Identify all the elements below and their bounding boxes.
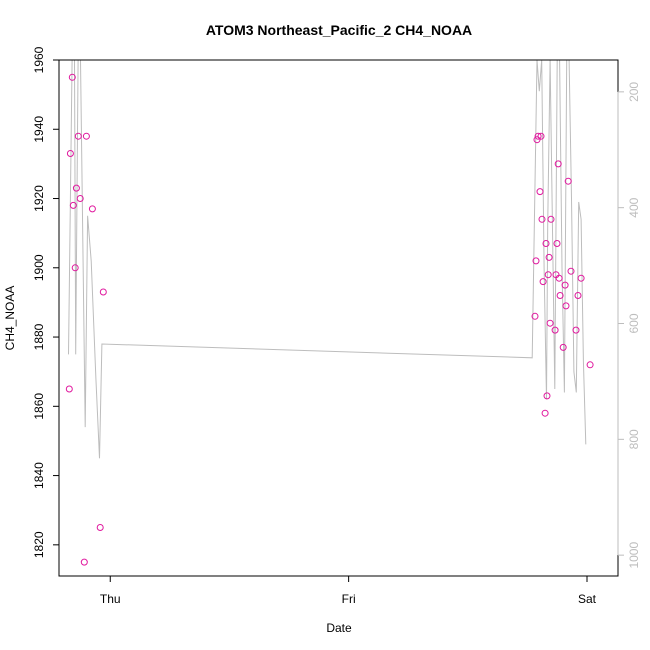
data-point [66, 150, 74, 157]
x-tick-label: Fri [342, 592, 356, 606]
data-point [546, 319, 554, 327]
data-point [532, 257, 540, 265]
altitude-line-layer [68, 60, 587, 459]
data-point [88, 205, 96, 213]
y-tick-label: 1880 [32, 323, 46, 350]
data-point [561, 281, 569, 289]
x-axis-label: Date [326, 621, 352, 635]
data-point [574, 292, 582, 299]
data-point [545, 253, 553, 261]
y2-tick-label: 600 [627, 313, 641, 333]
data-point [539, 278, 547, 286]
data-point [82, 132, 90, 140]
data-point [531, 312, 539, 320]
data-point [537, 132, 545, 140]
data-point [68, 73, 76, 81]
data-point [555, 274, 563, 282]
data-point [536, 188, 544, 196]
data-point [556, 292, 564, 299]
data-point [71, 264, 79, 272]
y-tick-label: 1820 [32, 531, 46, 558]
data-point [538, 215, 546, 223]
data-point [74, 132, 82, 140]
chart-title: ATOM3 Northeast_Pacific_2 CH4_NOAA [206, 22, 472, 38]
y-tick-label: 1960 [32, 46, 46, 73]
y2-tick-label: 400 [627, 197, 641, 217]
data-point [99, 288, 107, 296]
y2-tick-label: 1000 [627, 542, 641, 569]
data-point [586, 361, 594, 369]
y-tick-label: 1840 [32, 462, 46, 489]
altitude-line [68, 60, 587, 459]
data-point [564, 177, 572, 185]
x-tick-label: Thu [100, 592, 121, 606]
data-point [553, 240, 561, 247]
y-axis: 1820 1840 1860 1880 1900 1920 1940 1960 [32, 46, 59, 558]
data-point [562, 302, 570, 310]
data-point [559, 343, 567, 351]
data-point [534, 132, 542, 140]
data-point [544, 271, 552, 279]
data-point [542, 240, 550, 247]
data-point [572, 326, 580, 334]
y-tick-label: 1940 [32, 116, 46, 143]
data-point [541, 409, 549, 417]
data-point [554, 160, 562, 168]
data-point [577, 274, 585, 282]
data-point [551, 326, 559, 334]
y-tick-label: 1920 [32, 185, 46, 212]
data-point [96, 524, 104, 531]
points-layer [65, 73, 594, 566]
data-point [80, 558, 88, 566]
data-point [69, 201, 77, 209]
data-point [543, 392, 551, 400]
data-point [567, 267, 575, 275]
y2-tick-label: 200 [627, 82, 641, 102]
y2-axis: 200 400 600 800 1000 [617, 82, 641, 569]
y-tick-label: 1900 [32, 254, 46, 281]
x-axis: Thu Fri Sat [100, 576, 597, 606]
x-tick-label: Sat [578, 592, 597, 606]
data-point [533, 136, 541, 144]
data-point [72, 184, 80, 192]
data-point [65, 385, 73, 393]
y-axis-label: CH4_NOAA [3, 286, 17, 351]
data-point [76, 195, 84, 202]
y2-tick-label: 800 [627, 429, 641, 449]
y-tick-label: 1860 [32, 393, 46, 420]
data-point [547, 215, 555, 223]
